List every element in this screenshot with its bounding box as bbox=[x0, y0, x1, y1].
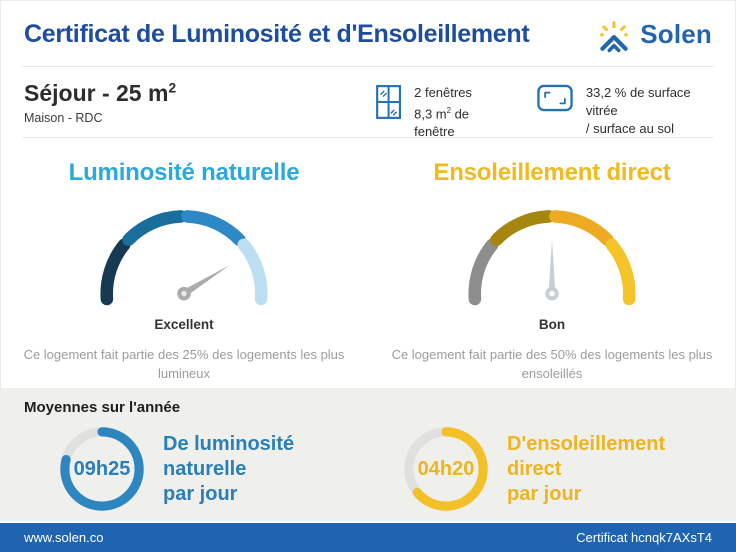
separator bbox=[22, 66, 714, 67]
gap-strip bbox=[0, 521, 736, 523]
house-sun-icon bbox=[600, 20, 629, 52]
glazing-stat-text: 33,2 % de surface vitrée / surface au so… bbox=[586, 83, 712, 138]
ring-progress bbox=[60, 427, 144, 511]
luminosity-rating: Excellent bbox=[154, 317, 214, 332]
room-subtitle: Maison - RDC bbox=[24, 111, 103, 125]
sunlight-hours: 04h20 bbox=[417, 457, 475, 480]
sunlight-description: Ce logement fait partie des 50% des loge… bbox=[391, 347, 713, 381]
brand-name: Solen bbox=[640, 19, 712, 49]
footer: www.solen.co Certificat hcnqk7AXsT4 bbox=[0, 523, 736, 552]
sunlight-ring: 04h20 bbox=[402, 425, 490, 513]
sunlight-gauge: Ensoleillement direct Bon Ce logement fa… bbox=[368, 159, 736, 388]
room-stats: 2 fenêtres 8,3 m2 de fenêtre 33,2 % de s… bbox=[376, 83, 712, 141]
luminosity-gauge-chart bbox=[100, 210, 268, 306]
luminosity-average-label: De luminosité naturelle par jour bbox=[163, 432, 295, 505]
windows-area: 8,3 m2 de fenêtre bbox=[414, 106, 470, 140]
gauge-segment-4 bbox=[605, 238, 636, 306]
gauge-needle bbox=[545, 239, 559, 301]
luminosity-ring: 09h25 bbox=[58, 425, 146, 513]
gauge-segment-3 bbox=[181, 210, 246, 246]
luminosity-gauge: Luminosité naturelle Excellent Ce logeme… bbox=[0, 159, 368, 388]
ring-progress bbox=[404, 427, 488, 511]
luminosity-title: Luminosité naturelle bbox=[68, 159, 300, 186]
gauge-segment-3 bbox=[549, 210, 614, 246]
glazing-stat: 33,2 % de surface vitrée / surface au so… bbox=[537, 83, 712, 141]
page-title: Certificat de Luminosité et d'Ensoleille… bbox=[24, 20, 530, 48]
sunlight-average-label: D'ensoleillement direct par jour bbox=[507, 432, 666, 505]
room-summary: Séjour - 25 m2 Maison - RDC 2 fen bbox=[0, 67, 736, 139]
gauge-segment-2 bbox=[122, 210, 187, 246]
room-title: Séjour - 25 m2 bbox=[24, 80, 177, 106]
solen-logo: Solen bbox=[595, 16, 712, 54]
sunlight-gauge-chart bbox=[468, 210, 636, 306]
luminosity-description: Ce logement fait partie des 25% des loge… bbox=[23, 347, 345, 381]
sunlight-rating: Bon bbox=[538, 317, 566, 332]
gauge-segment-1 bbox=[468, 238, 499, 306]
gauge-segment-1 bbox=[100, 238, 131, 306]
windows-stat: 2 fenêtres 8,3 m2 de fenêtre bbox=[376, 83, 503, 141]
sunlight-average: 04h20 D'ensoleillement direct par jour bbox=[368, 425, 712, 513]
glazing-ratio-2: / surface au sol bbox=[585, 121, 675, 136]
luminosity-average: 09h25 De luminosité naturelle par jour bbox=[24, 425, 368, 513]
gauge-segment-4 bbox=[237, 238, 268, 306]
windows-stat-text: 2 fenêtres 8,3 m2 de fenêtre bbox=[414, 83, 503, 141]
averages-heading: Moyennes sur l'année bbox=[24, 399, 181, 416]
window-icon bbox=[376, 85, 402, 119]
room-head: Séjour - 25 m2 Maison - RDC bbox=[24, 80, 376, 125]
glazing-ratio: 33,2 % de surface vitrée bbox=[585, 85, 691, 118]
header: Certificat de Luminosité et d'Ensoleille… bbox=[0, 0, 736, 66]
gauge-needle bbox=[177, 264, 230, 301]
gauges-section: Luminosité naturelle Excellent Ce logeme… bbox=[0, 138, 736, 388]
luminosity-hours: 09h25 bbox=[73, 457, 131, 480]
averages-row: 09h25 De luminosité naturelle par jour 04… bbox=[24, 425, 712, 513]
gauge-segment-2 bbox=[490, 210, 555, 246]
windows-count: 2 fenêtres bbox=[414, 85, 472, 100]
luminosity-donut-chart bbox=[60, 427, 144, 511]
sunlight-donut-chart bbox=[404, 427, 488, 511]
footer-website: www.solen.co bbox=[24, 530, 104, 545]
separator bbox=[22, 137, 714, 138]
footer-certificate-id: Certificat hcnqk7AXsT4 bbox=[576, 530, 712, 545]
sunlight-title: Ensoleillement direct bbox=[433, 159, 671, 186]
glazing-surface-icon bbox=[537, 84, 573, 112]
averages-section: Moyennes sur l'année 09h25 De luminosité… bbox=[0, 388, 736, 521]
